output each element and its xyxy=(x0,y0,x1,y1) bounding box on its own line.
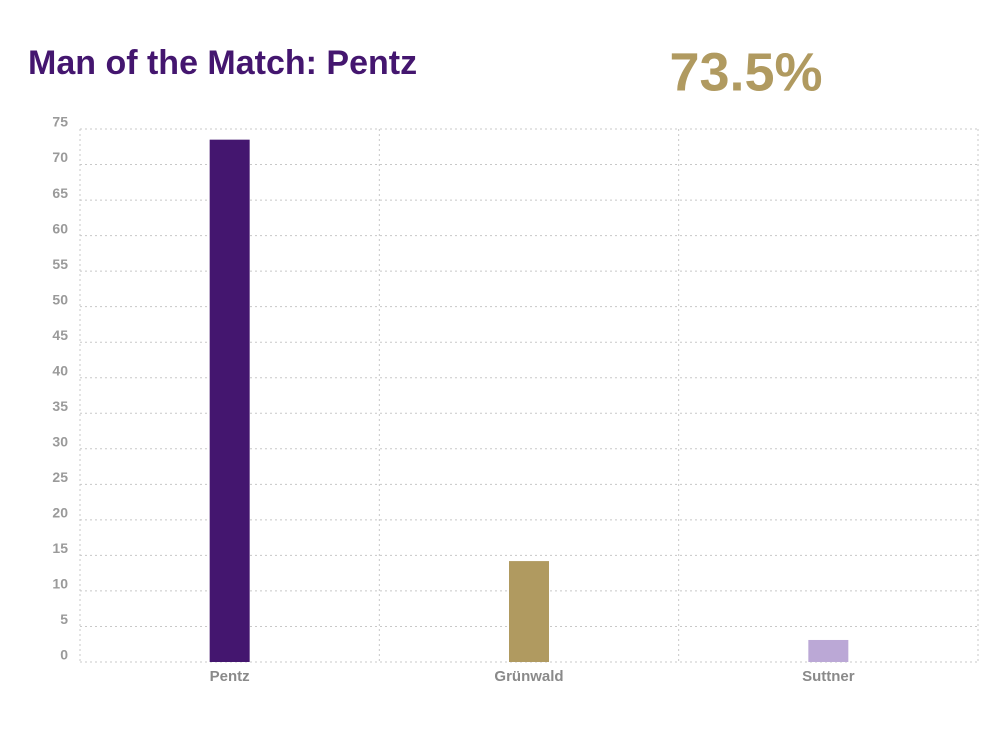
y-tick-label: 60 xyxy=(52,220,68,236)
bar xyxy=(209,139,250,662)
y-tick-label: 25 xyxy=(52,469,68,485)
bar xyxy=(808,639,849,662)
y-tick-label: 15 xyxy=(52,540,68,556)
x-tick-label: Suttner xyxy=(802,668,855,685)
y-tick-label: 30 xyxy=(52,434,68,450)
y-tick-label: 10 xyxy=(52,576,68,592)
headline-value: 73.5% xyxy=(669,42,822,102)
y-tick-label: 40 xyxy=(52,362,68,378)
y-tick-label: 50 xyxy=(52,291,68,307)
y-tick-label: 45 xyxy=(52,327,68,343)
y-tick-label: 5 xyxy=(60,611,68,627)
chart-title: Man of the Match: Pentz xyxy=(28,44,417,82)
y-tick-label: 65 xyxy=(52,185,68,201)
x-tick-label: Pentz xyxy=(210,668,250,685)
y-tick-label: 75 xyxy=(52,114,68,130)
y-tick-label: 35 xyxy=(52,398,68,414)
y-tick-label: 20 xyxy=(52,505,68,521)
y-tick-label: 55 xyxy=(52,256,68,272)
x-tick-label: Grünwald xyxy=(494,668,563,685)
y-tick-label: 70 xyxy=(52,149,68,165)
y-tick-label: 0 xyxy=(60,647,68,663)
bar xyxy=(509,561,549,662)
